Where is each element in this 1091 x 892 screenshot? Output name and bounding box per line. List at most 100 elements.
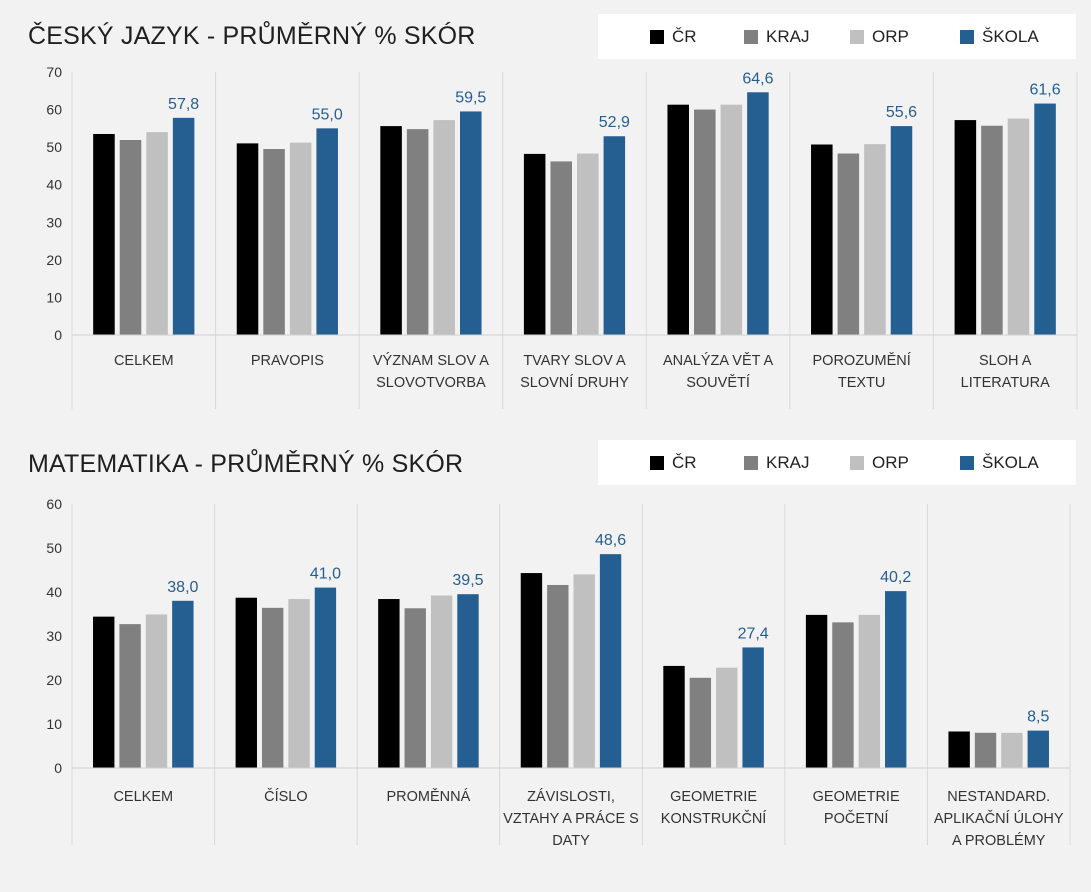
legend-item-skola: ŠKOLA <box>960 27 1039 47</box>
category-label-line: POROZUMĚNÍ <box>813 352 911 369</box>
legend-swatch-kraj <box>744 455 758 470</box>
category-label-line: TVARY SLOV A <box>523 353 626 369</box>
legend-label: ŠKOLA <box>982 452 1039 472</box>
chart-title: ČESKÝ JAZYK - PRŮMĚRNÝ % SKÓR <box>28 22 476 50</box>
bar-kraj <box>406 129 429 335</box>
category-label-line: ČÍSLO <box>264 788 308 805</box>
y-tick-label: 20 <box>46 252 62 268</box>
bar-cr <box>663 665 685 768</box>
category-label-line: ZÁVISLOSTI, <box>527 788 615 805</box>
bar-skola <box>1027 730 1049 768</box>
category-label-line: KONSTRUKČNÍ <box>661 810 767 827</box>
bar-orp <box>577 153 599 335</box>
category-label: ANALÝZA VĚT A SOUVĚTÍ <box>663 352 773 391</box>
category-label-line: SOUVĚTÍ <box>686 374 750 391</box>
czech-language-chart: ČESKÝ JAZYK - PRŮMĚRNÝ % SKÓR ČR KRAJ OR… <box>0 0 1091 430</box>
legend-label: KRAJ <box>766 26 810 46</box>
category-label-line: DATY <box>552 833 590 849</box>
bar-cr <box>805 614 828 768</box>
category-label-line: SLOVOTVORBA <box>376 375 486 391</box>
bar-kraj <box>547 584 569 768</box>
category-label: GEOMETRIE POČETNÍ <box>813 789 900 827</box>
category-label: POROZUMĚNÍ TEXTU <box>813 352 911 391</box>
bar-kraj <box>981 125 1003 335</box>
bar-skola <box>1034 103 1056 335</box>
category-label-line: VZTAHY A PRÁCE S <box>503 810 639 827</box>
bar-skola <box>172 600 194 768</box>
legend-item-cr: ČR <box>650 453 697 473</box>
category-label: SLOH A LITERATURA <box>961 353 1050 391</box>
bar-kraj <box>974 732 997 768</box>
bar-kraj <box>837 153 860 335</box>
bar-orp <box>864 144 886 335</box>
bar-cr <box>520 573 543 768</box>
bar-orp <box>1001 732 1023 768</box>
chart-title: MATEMATIKA - PRŮMĚRNÝ % SKÓR <box>28 450 464 478</box>
y-tick-label: 10 <box>46 716 62 732</box>
category-label: PRAVOPIS <box>251 353 324 369</box>
y-tick-label: 50 <box>46 540 62 556</box>
bar-orp <box>288 599 310 768</box>
category-label-line: CELKEM <box>114 353 174 369</box>
bar-orp <box>720 104 743 336</box>
bar-cr <box>93 133 115 335</box>
data-label: 27,4 <box>738 625 769 642</box>
bar-skola <box>599 554 622 768</box>
category-label: VÝZNAM SLOV A SLOVOTVORBA <box>373 352 489 391</box>
category-label-line: CELKEM <box>113 789 173 805</box>
bar-skola <box>603 136 626 335</box>
bar-cr <box>380 126 402 335</box>
bar-orp <box>433 120 455 335</box>
category-label-line: PRAVOPIS <box>251 353 324 369</box>
legend-item-cr: ČR <box>650 27 697 47</box>
y-tick-label: 30 <box>46 214 62 230</box>
legend-label: ORP <box>872 26 909 46</box>
bar-orp <box>145 614 168 768</box>
category-label-line: NESTANDARD. <box>947 789 1050 805</box>
bar-skola <box>747 92 769 335</box>
bar-orp <box>289 142 312 335</box>
data-label: 48,6 <box>595 532 626 549</box>
legend-item-orp: ORP <box>850 453 909 473</box>
bar-kraj <box>404 608 426 768</box>
y-tick-label: 40 <box>46 584 62 600</box>
data-label: 57,8 <box>168 96 199 113</box>
bar-skola <box>172 117 195 335</box>
y-tick-label: 10 <box>46 289 62 305</box>
category-label: GEOMETRIE KONSTRUKČNÍ <box>661 789 767 827</box>
bar-skola <box>890 126 913 335</box>
bar-skola <box>314 587 337 768</box>
bar-cr <box>236 143 259 335</box>
category-label: NESTANDARD. APLIKAČNÍ ÚLOHY A PROBLÉMY <box>934 789 1064 849</box>
legend-item-skola: ŠKOLA <box>960 453 1039 473</box>
legend-swatch-cr <box>650 455 664 470</box>
y-tick-label: 20 <box>46 672 62 688</box>
category-label-line: SLOVNÍ DRUHY <box>520 374 629 391</box>
legend-swatch-skola <box>960 29 974 44</box>
bar-orp <box>430 595 453 768</box>
legend-swatch-orp <box>850 29 864 44</box>
czech-language-plot: 0 10 20 30 40 50 60 70 57,8 CELKEM 55,0 PRAVOPIS 59,… <box>46 64 1078 409</box>
bar-cr <box>811 144 833 335</box>
legend-label: ŠKOLA <box>982 26 1039 46</box>
bar-cr <box>954 120 977 335</box>
y-tick-label: 70 <box>46 64 62 80</box>
data-label: 40,2 <box>880 569 911 586</box>
bar-kraj <box>263 149 285 335</box>
category-label-line: GEOMETRIE <box>813 789 900 805</box>
category-label-line: POČETNÍ <box>824 810 888 827</box>
category-label: TVARY SLOV A SLOVNÍ DRUHY <box>520 353 629 391</box>
y-tick-label: 60 <box>46 102 62 118</box>
category-label-line: SLOH A <box>979 353 1032 369</box>
data-label: 39,5 <box>452 572 483 589</box>
legend-item-orp: ORP <box>850 27 909 47</box>
mathematics-chart: MATEMATIKA - PRŮMĚRNÝ % SKÓR ČR KRAJ ORP… <box>0 432 1091 892</box>
data-label: 55,6 <box>886 104 917 121</box>
category-label: ZÁVISLOSTI, VZTAHY A PRÁCE S DATY <box>503 788 639 849</box>
bar-orp <box>716 667 738 768</box>
bar-kraj <box>689 677 712 768</box>
bar-cr <box>378 599 400 768</box>
category-label-line: PROMĚNNÁ <box>387 788 471 805</box>
legend-item-kraj: KRAJ <box>744 27 809 47</box>
legend: ČR KRAJ ORP ŠKOLA <box>598 14 1076 59</box>
